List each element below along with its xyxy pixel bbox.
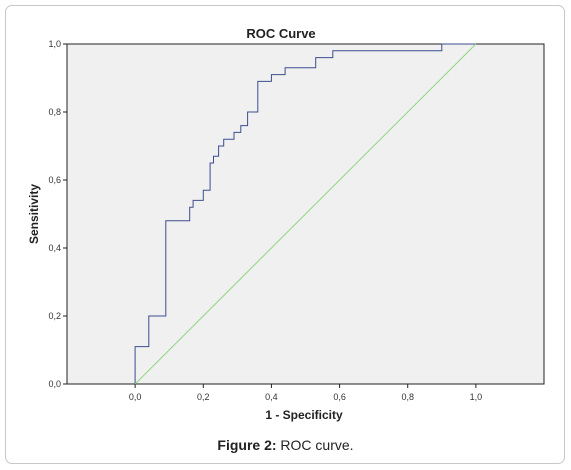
x-tick-label: 1,0 [470, 392, 483, 402]
y-tick-label: 1,0 [48, 39, 61, 49]
ticks-layer: 0,0 0,2 0,4 0,6 0,8 1,0 0,0 0,2 0,4 0,6 0,8 1,0 [48, 39, 482, 402]
caption-text: ROC curve. [276, 437, 354, 453]
x-tick-label: 0,0 [129, 392, 142, 402]
caption-label: Figure 2: [217, 437, 277, 453]
series-layer [134, 43, 477, 385]
figure-caption: Figure 2: ROC curve. [0, 437, 571, 453]
x-tick-label: 0,2 [197, 392, 210, 402]
y-tick-label: 0,2 [48, 311, 61, 321]
y-tick-label: 0,0 [48, 379, 61, 389]
x-tick-label: 0,8 [401, 392, 414, 402]
y-tick-label: 0,4 [48, 243, 61, 253]
y-tick-label: 0,8 [48, 107, 61, 117]
roc-curve-line [134, 43, 476, 384]
x-axis-label: 1 - Specificity [265, 408, 343, 422]
chart-title: ROC Curve [246, 26, 315, 41]
x-tick-label: 0,6 [333, 392, 346, 402]
x-tick-label: 0,4 [265, 392, 278, 402]
y-tick-label: 0,6 [48, 175, 61, 185]
y-axis-label: Sensitivity [27, 184, 41, 244]
reference-diagonal-line [134, 43, 477, 385]
